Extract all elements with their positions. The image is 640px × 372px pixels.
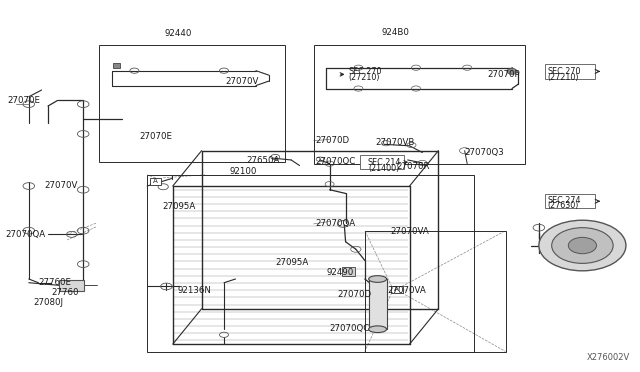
Text: 27095A: 27095A (275, 258, 308, 267)
Text: 27070V: 27070V (225, 77, 259, 86)
Circle shape (568, 237, 596, 254)
Bar (365, 231, 506, 352)
Bar (369, 279, 387, 329)
Text: 27070P: 27070P (488, 70, 520, 79)
Circle shape (539, 220, 626, 271)
Text: (27210): (27210) (547, 73, 579, 81)
Bar (314, 45, 525, 164)
Text: 92490: 92490 (326, 268, 354, 277)
Text: SEC.270: SEC.270 (547, 67, 580, 76)
Text: 27070D: 27070D (315, 136, 349, 145)
Text: 27070Q3: 27070Q3 (465, 148, 504, 157)
Text: 27070E: 27070E (140, 132, 173, 141)
Text: 27650A: 27650A (246, 156, 280, 165)
Text: (27210): (27210) (349, 73, 380, 81)
Text: 27070QC: 27070QC (315, 157, 355, 166)
Text: 92440: 92440 (164, 29, 191, 38)
Text: 27080J: 27080J (33, 298, 63, 307)
Bar (147, 175, 474, 352)
Circle shape (507, 68, 517, 74)
Text: 27760: 27760 (51, 288, 79, 297)
Ellipse shape (369, 276, 387, 282)
Text: 27070E: 27070E (8, 96, 41, 105)
Text: 27070QC: 27070QC (329, 324, 369, 333)
Text: (21400): (21400) (368, 164, 399, 173)
Text: 924B0: 924B0 (381, 28, 410, 37)
Circle shape (552, 228, 613, 263)
Text: 27070R: 27070R (397, 162, 430, 171)
Bar (99, 45, 285, 162)
Text: 27095A: 27095A (162, 202, 195, 211)
Text: 92100: 92100 (229, 167, 257, 176)
Bar (150, 178, 161, 185)
Text: 27070D: 27070D (337, 290, 371, 299)
Text: 27070V: 27070V (45, 181, 78, 190)
Bar (59, 280, 84, 291)
Text: 27760E: 27760E (38, 278, 72, 287)
Bar (391, 286, 403, 293)
Bar (545, 194, 595, 208)
Text: 27070VA: 27070VA (388, 286, 427, 295)
Ellipse shape (369, 326, 387, 333)
Text: SEC.274: SEC.274 (547, 196, 580, 205)
Text: 27070QA: 27070QA (315, 219, 355, 228)
Text: 27070QA: 27070QA (5, 230, 45, 239)
Text: 27070VA: 27070VA (390, 227, 429, 236)
Text: SEC.270: SEC.270 (349, 67, 382, 76)
Text: 27070VB: 27070VB (375, 138, 415, 147)
Text: X276002V: X276002V (587, 353, 630, 362)
Text: 92136N: 92136N (178, 286, 212, 295)
Bar (360, 155, 404, 169)
Text: A: A (394, 286, 399, 292)
Bar (545, 64, 595, 79)
Text: SEC.214: SEC.214 (368, 158, 401, 167)
Text: A: A (153, 178, 158, 184)
Bar (342, 267, 355, 276)
Bar (113, 63, 120, 68)
Text: (27630): (27630) (547, 201, 579, 210)
